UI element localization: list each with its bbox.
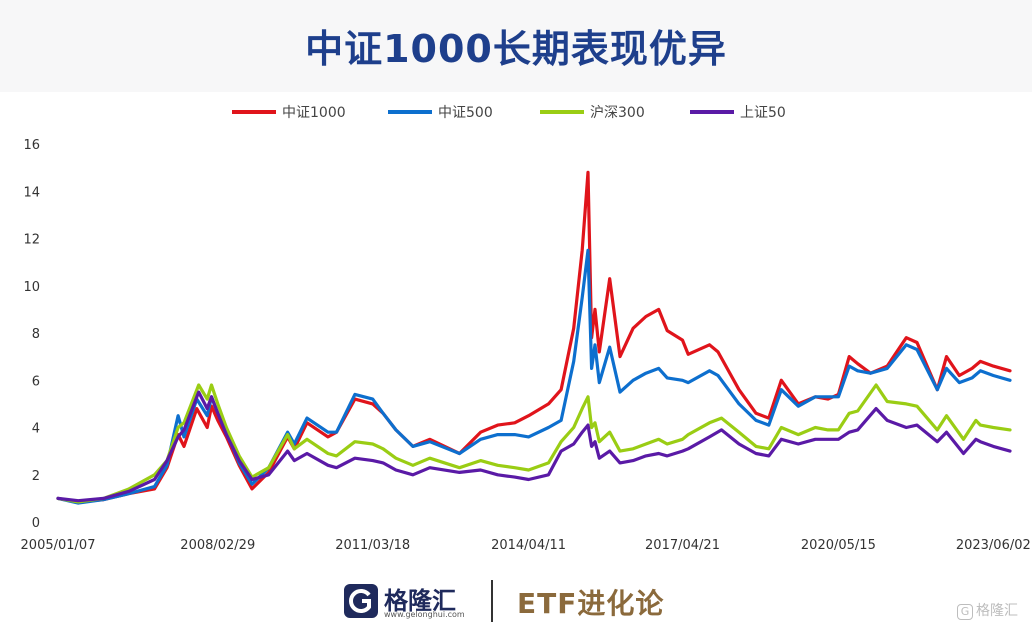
page-title: 中证1000长期表现优异 xyxy=(305,27,727,71)
title-band xyxy=(0,0,1032,92)
logo-text: 格隆汇 xyxy=(384,587,456,615)
y-tick-label: 14 xyxy=(23,185,40,200)
x-tick-label: 2011/03/18 xyxy=(335,538,410,553)
x-tick-label: 2020/05/15 xyxy=(801,538,876,553)
legend-label: 上证50 xyxy=(740,105,786,121)
watermark-logo-icon: G xyxy=(957,604,973,620)
logo-url: www.gelonghui.com xyxy=(384,610,465,619)
plot-area xyxy=(56,170,1012,505)
legend-label: 中证1000 xyxy=(282,105,346,121)
x-axis: 2005/01/07 2008/02/29 2011/03/18 2014/04/11… xyxy=(21,538,1031,553)
y-axis: 0 2 4 6 8 10 12 14 16 xyxy=(23,138,40,531)
series-line-中证1000 xyxy=(56,170,1012,504)
x-tick-label: 2017/04/21 xyxy=(645,538,720,553)
chart-legend: 中证1000 中证500 沪深300 上证50 xyxy=(232,105,786,121)
gelonghui-logo-icon xyxy=(344,584,378,618)
y-tick-label: 4 xyxy=(32,422,40,437)
x-tick-label: 2005/01/07 xyxy=(21,538,96,553)
footer xyxy=(0,568,1032,630)
y-tick-label: 6 xyxy=(32,374,40,389)
y-tick-label: 16 xyxy=(23,138,40,153)
y-tick-label: 12 xyxy=(23,233,40,248)
y-tick-label: 2 xyxy=(32,469,40,484)
legend-label: 沪深300 xyxy=(590,105,645,121)
brand-name: ETF进化论 xyxy=(517,587,665,620)
watermark: G 格隆汇 xyxy=(957,600,1018,620)
line-chart: 中证1000 中证500 沪深300 上证50 0 2 4 6 8 10 12 14 16 2005/… xyxy=(21,105,1031,553)
series-line-沪深300 xyxy=(56,383,1012,504)
y-tick-label: 0 xyxy=(32,516,40,531)
y-tick-label: 8 xyxy=(32,327,40,342)
x-tick-label: 2023/06/02 xyxy=(956,538,1031,553)
series-line-中证500 xyxy=(56,248,1012,505)
series-line-上证50 xyxy=(56,390,1012,503)
watermark-text: 格隆汇 xyxy=(976,603,1018,619)
legend-label: 中证500 xyxy=(438,105,493,121)
x-tick-label: 2014/04/11 xyxy=(491,538,566,553)
footer-divider xyxy=(491,580,493,622)
y-tick-label: 10 xyxy=(23,280,40,295)
x-tick-label: 2008/02/29 xyxy=(180,538,255,553)
